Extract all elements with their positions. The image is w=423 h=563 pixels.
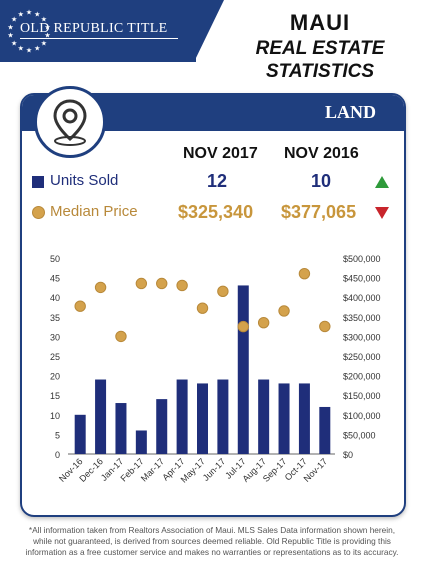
median-price-point [278, 305, 290, 317]
disclaimer: *All information taken from Realtors Ass… [12, 525, 412, 558]
disclaimer-line: information as a free customer service a… [25, 547, 399, 557]
stars-ring-icon: ★ ★★★★★★★★★★★★★ [7, 9, 50, 55]
y-right-tick-label: $0 [343, 450, 353, 460]
median-price-point [257, 316, 270, 329]
units-sold-bar [258, 379, 270, 454]
star-icon: ★ [26, 9, 32, 17]
column-header-previous: NOV 2016 [284, 145, 359, 162]
units-sold-bar [115, 403, 127, 454]
units-sold-bar [74, 414, 86, 454]
trend-down-icon [375, 207, 389, 219]
star-icon: ★ [11, 16, 17, 24]
y-right-tick-label: $100,000 [343, 411, 381, 421]
star-icon: ★ [11, 39, 17, 47]
y-left-tick-label: 0 [55, 450, 60, 460]
units-sold-current: 12 [207, 171, 228, 191]
star-icon: ★ [7, 23, 13, 31]
median-price-legend-dot [32, 206, 45, 219]
median-price-label: Median Price [50, 203, 138, 220]
units-sold-bar [319, 406, 331, 454]
units-sold-bar [217, 379, 229, 454]
median-price-point [237, 320, 249, 333]
column-header-current: NOV 2017 [183, 145, 258, 162]
median-price-point [74, 300, 86, 312]
median-price-point [135, 277, 148, 290]
y-left-tick-label: 35 [50, 313, 60, 323]
category-label: LAND [324, 102, 376, 122]
units-sold-bar [156, 399, 168, 454]
y-left-tick-label: 50 [50, 254, 60, 264]
y-left-tick-label: 40 [50, 293, 60, 303]
y-left-tick-label: 20 [50, 372, 60, 382]
units-sold-bar [237, 285, 249, 454]
star-icon: ★ [41, 39, 47, 47]
units-sold-bar [95, 379, 107, 454]
y-left-tick-label: 10 [50, 411, 60, 421]
units-sold-label: Units Sold [50, 172, 119, 189]
units-sold-bar [278, 383, 290, 454]
y-right-tick-label: $300,000 [343, 332, 381, 342]
x-tick-label: Jun-17 [201, 456, 228, 483]
y-right-tick-label: $200,000 [343, 372, 381, 382]
y-left-tick-label: 5 [55, 430, 60, 440]
units-sold-previous: 10 [311, 171, 332, 191]
median-price-previous: $377,065 [281, 202, 357, 222]
y-right-tick-label: $350,000 [343, 313, 381, 323]
y-right-tick-label: $500,000 [343, 254, 381, 264]
median-price-point [319, 320, 331, 333]
star-icon: ★ [34, 45, 40, 53]
median-price-point [156, 277, 168, 290]
disclaimer-line: while not guaranteed, is derived from so… [33, 536, 391, 546]
title-statistics: STATISTICS [265, 61, 375, 82]
y-right-tick-label: $150,000 [343, 391, 381, 401]
brand-underline [20, 38, 178, 39]
median-price-point [176, 279, 188, 292]
star-icon: ★ [7, 32, 13, 40]
x-tick-label: Mar-17 [139, 456, 166, 483]
star-icon: ★ [18, 45, 24, 53]
median-price-point [217, 285, 229, 298]
y-right-tick-label: $400,000 [343, 293, 381, 303]
median-price-point [94, 281, 107, 294]
y-left-tick-label: 15 [50, 391, 60, 401]
star-icon: ★ [41, 16, 47, 24]
y-left-tick-label: 45 [50, 274, 60, 284]
y-left-tick-label: 25 [50, 352, 60, 362]
units-sold-bar [176, 379, 188, 454]
star-icon: ★ [34, 10, 40, 18]
y-left-tick-label: 30 [50, 332, 60, 342]
star-icon: ★ [44, 32, 50, 40]
brand-name: OLD REPUBLIC TITLE [20, 21, 168, 36]
median-price-point [298, 267, 311, 280]
median-price-point [196, 302, 209, 314]
units-price-chart: 50454035302520151050$500,000$450,000$400… [50, 254, 381, 485]
star-icon: ★ [18, 10, 24, 18]
y-right-tick-label: $250,000 [343, 352, 381, 362]
header-banner [0, 0, 196, 62]
median-price-current: $325,340 [178, 202, 254, 222]
y-right-tick-label: $50,000 [343, 430, 376, 440]
title-real-estate: REAL ESTATE [255, 38, 385, 59]
disclaimer-line: *All information taken from Realtors Ass… [28, 525, 396, 535]
y-right-tick-label: $450,000 [343, 274, 381, 284]
units-sold-bar [197, 383, 208, 454]
median-price-point [115, 330, 127, 343]
units-sold-bar [298, 383, 310, 454]
star-icon: ★ [26, 47, 32, 55]
title-maui: MAUI [289, 10, 351, 35]
trend-up-icon [375, 176, 389, 188]
star-icon: ★ [44, 23, 50, 31]
units-sold-legend-square [32, 176, 44, 188]
location-pin-icon [34, 86, 106, 158]
header-banner-edge [194, 0, 224, 62]
units-sold-bar [135, 430, 147, 454]
